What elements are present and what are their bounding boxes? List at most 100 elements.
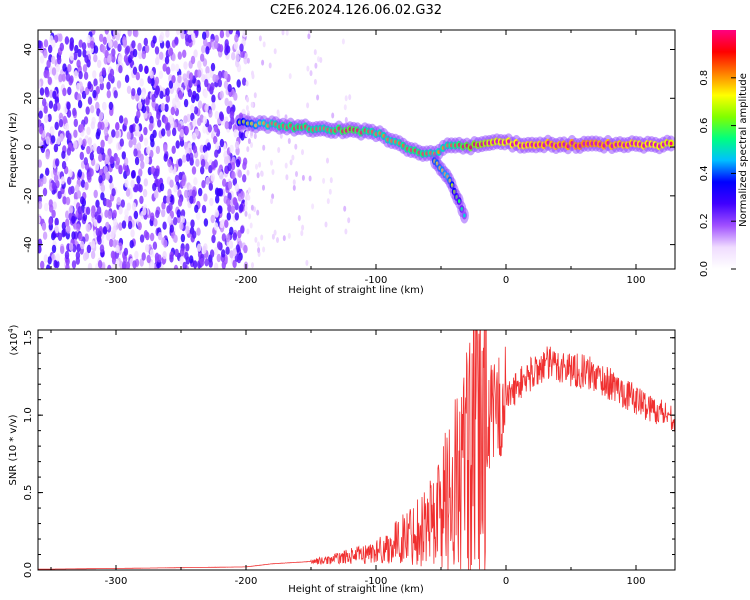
noise-cell — [165, 30, 170, 38]
noise-cell — [322, 177, 326, 184]
noise-cell — [153, 189, 159, 199]
noise-cell — [276, 237, 279, 243]
noise-cell — [194, 30, 199, 37]
noise-cell — [215, 195, 220, 204]
noise-cell — [162, 63, 167, 72]
noise-cell — [270, 198, 274, 205]
noise-cell — [78, 70, 83, 80]
noise-cell — [208, 109, 213, 118]
x-tick-label: -200 — [235, 576, 258, 587]
noise-cell — [240, 190, 245, 200]
noise-cell — [279, 132, 283, 139]
noise-cell — [87, 81, 92, 90]
noise-cell — [85, 106, 90, 115]
snr-y-multiplier: (x104) — [7, 324, 20, 355]
snr-series-line — [38, 330, 675, 570]
noise-cell — [160, 102, 165, 112]
y-tick-label: 40 — [23, 43, 34, 56]
noise-cell — [210, 62, 216, 72]
noise-cell — [292, 184, 296, 191]
noise-cell — [72, 107, 77, 117]
noise-cell — [235, 53, 240, 63]
noise-cell — [261, 59, 265, 66]
noise-cell — [94, 211, 99, 220]
noise-cell — [258, 161, 262, 168]
colorbar-label: Normalized spectral amplitude — [738, 73, 749, 227]
noise-cell — [44, 114, 49, 124]
noise-cell — [118, 222, 123, 231]
noise-cell — [307, 33, 311, 40]
spectrogram-frame — [37, 29, 676, 270]
noise-cell — [84, 54, 89, 64]
noise-cell — [202, 116, 207, 125]
noise-cell — [67, 86, 72, 96]
noise-cell — [74, 44, 79, 54]
noise-cell — [166, 66, 171, 75]
x-tick-label: 100 — [626, 275, 645, 286]
noise-cell — [125, 261, 131, 269]
noise-cell — [150, 139, 155, 148]
noise-cell — [61, 73, 66, 82]
noise-cell — [229, 111, 234, 120]
noise-cell — [183, 61, 188, 70]
colorbar-tick-label: 0.6 — [699, 118, 710, 134]
noise-cell — [244, 205, 248, 212]
noise-cell — [192, 145, 198, 154]
noise-cell — [61, 229, 66, 238]
noise-cell — [73, 52, 78, 61]
noise-cell — [80, 179, 86, 188]
noise-cell — [93, 189, 98, 199]
noise-cell — [209, 197, 214, 207]
noise-cell — [184, 33, 190, 42]
noise-cell — [164, 56, 170, 65]
noise-cell — [99, 33, 104, 43]
noise-cell — [67, 132, 72, 142]
noise-cell — [113, 90, 118, 99]
noise-cell — [53, 174, 59, 183]
noise-cell — [51, 182, 57, 191]
noise-cell — [48, 44, 53, 54]
noise-cell — [174, 63, 180, 73]
y-tick-label: 1.0 — [23, 407, 34, 423]
noise-cell — [232, 232, 237, 241]
noise-cell — [58, 33, 63, 42]
noise-cell — [205, 176, 210, 186]
noise-cell — [256, 209, 260, 216]
noise-cell — [66, 225, 71, 234]
noise-cell — [61, 150, 66, 159]
noise-cell — [144, 156, 150, 165]
noise-cell — [131, 88, 136, 97]
noise-cell — [78, 137, 83, 146]
noise-cell — [219, 90, 224, 100]
noise-cell — [184, 251, 189, 261]
noise-cell — [92, 89, 97, 99]
noise-cell — [249, 222, 253, 229]
noise-cell — [61, 221, 67, 231]
noise-cell — [210, 214, 215, 224]
noise-cell — [87, 137, 93, 146]
noise-cell — [57, 232, 63, 241]
noise-cell — [131, 40, 136, 49]
noise-cell — [102, 226, 108, 235]
noise-cell — [176, 209, 181, 218]
noise-cell — [183, 115, 188, 124]
noise-cell — [200, 158, 206, 168]
noise-cell — [170, 63, 176, 72]
noise-cell — [232, 177, 237, 186]
noise-cell — [219, 220, 224, 229]
colorbar-tick-label: 0.0 — [699, 261, 710, 277]
noise-cell — [130, 170, 136, 179]
noise-cell — [135, 124, 140, 133]
noise-cell — [71, 231, 76, 240]
noise-cell — [105, 172, 111, 181]
noise-cell — [242, 174, 247, 183]
noise-cell — [227, 180, 233, 190]
noise-cell — [180, 233, 186, 243]
noise-cell — [226, 198, 231, 207]
noise-cell — [69, 41, 74, 50]
noise-cell — [118, 65, 123, 74]
noise-cell — [191, 166, 197, 175]
noise-cell — [143, 137, 149, 147]
noise-cell — [76, 59, 81, 68]
noise-cell — [143, 126, 148, 136]
